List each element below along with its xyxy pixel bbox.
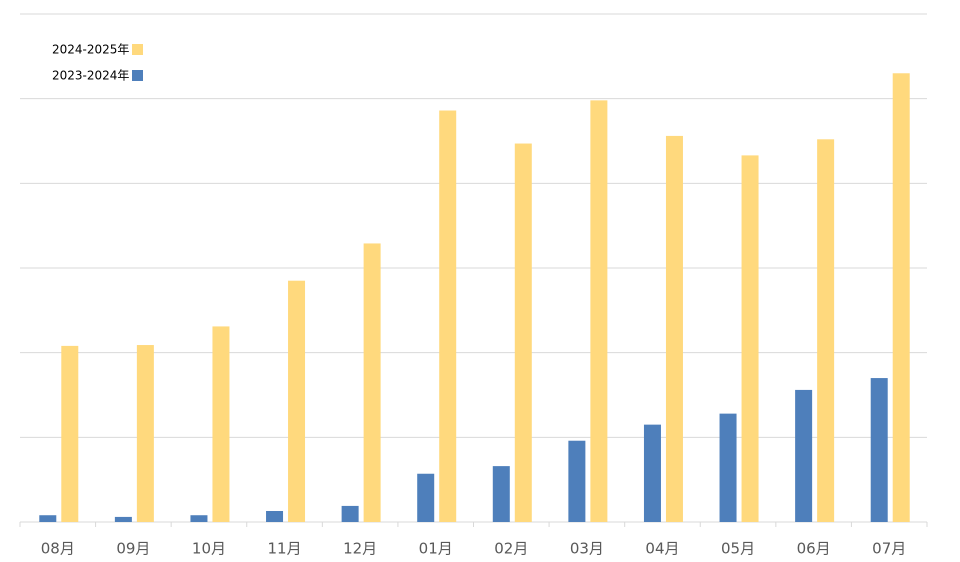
legend-swatch [132,70,143,81]
x-tick-label: 05月 [721,540,755,558]
bar [665,135,683,523]
bar [190,515,208,522]
x-tick-label: 09月 [116,540,150,558]
bar [741,155,759,523]
bar [590,100,608,523]
bar [266,510,284,522]
x-tick-label: 10月 [192,540,226,558]
bar [514,143,532,523]
legend-label: 2024-2025年 [52,43,129,57]
x-tick-label: 04月 [645,540,679,558]
bar [870,378,888,522]
bar [643,424,661,522]
legend-label: 2023-2024年 [52,69,129,83]
x-tick-label: 01月 [419,540,453,558]
bar [136,345,154,522]
bar [288,280,306,522]
x-tick-label: 03月 [570,540,604,558]
bar [719,413,737,522]
bar [439,110,457,523]
bar [417,473,435,522]
bar [817,139,835,522]
bar [212,326,230,522]
bar [795,389,813,522]
legend-swatch [132,44,143,55]
bar [492,466,510,522]
x-tick-label: 07月 [872,540,906,558]
x-tick-label: 08月 [41,540,75,558]
x-tick-label: 06月 [797,540,831,558]
bar [363,243,381,523]
bar [892,73,910,523]
bar [39,515,57,522]
x-tick-label: 02月 [494,540,528,558]
bar [114,516,132,522]
bar [568,440,586,522]
x-tick-label: 11月 [267,540,301,558]
x-tick-label: 12月 [343,540,377,558]
bar [341,505,359,522]
bar [61,345,79,522]
